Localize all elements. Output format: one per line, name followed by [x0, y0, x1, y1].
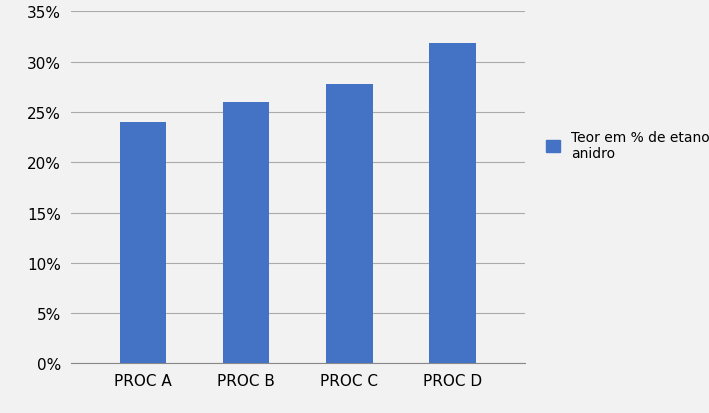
Legend: Teor em % de etanol
anidro: Teor em % de etanol anidro [541, 125, 709, 166]
Bar [326, 85, 372, 363]
Bar [223, 103, 269, 363]
Bar [120, 123, 167, 363]
Bar [429, 43, 476, 363]
